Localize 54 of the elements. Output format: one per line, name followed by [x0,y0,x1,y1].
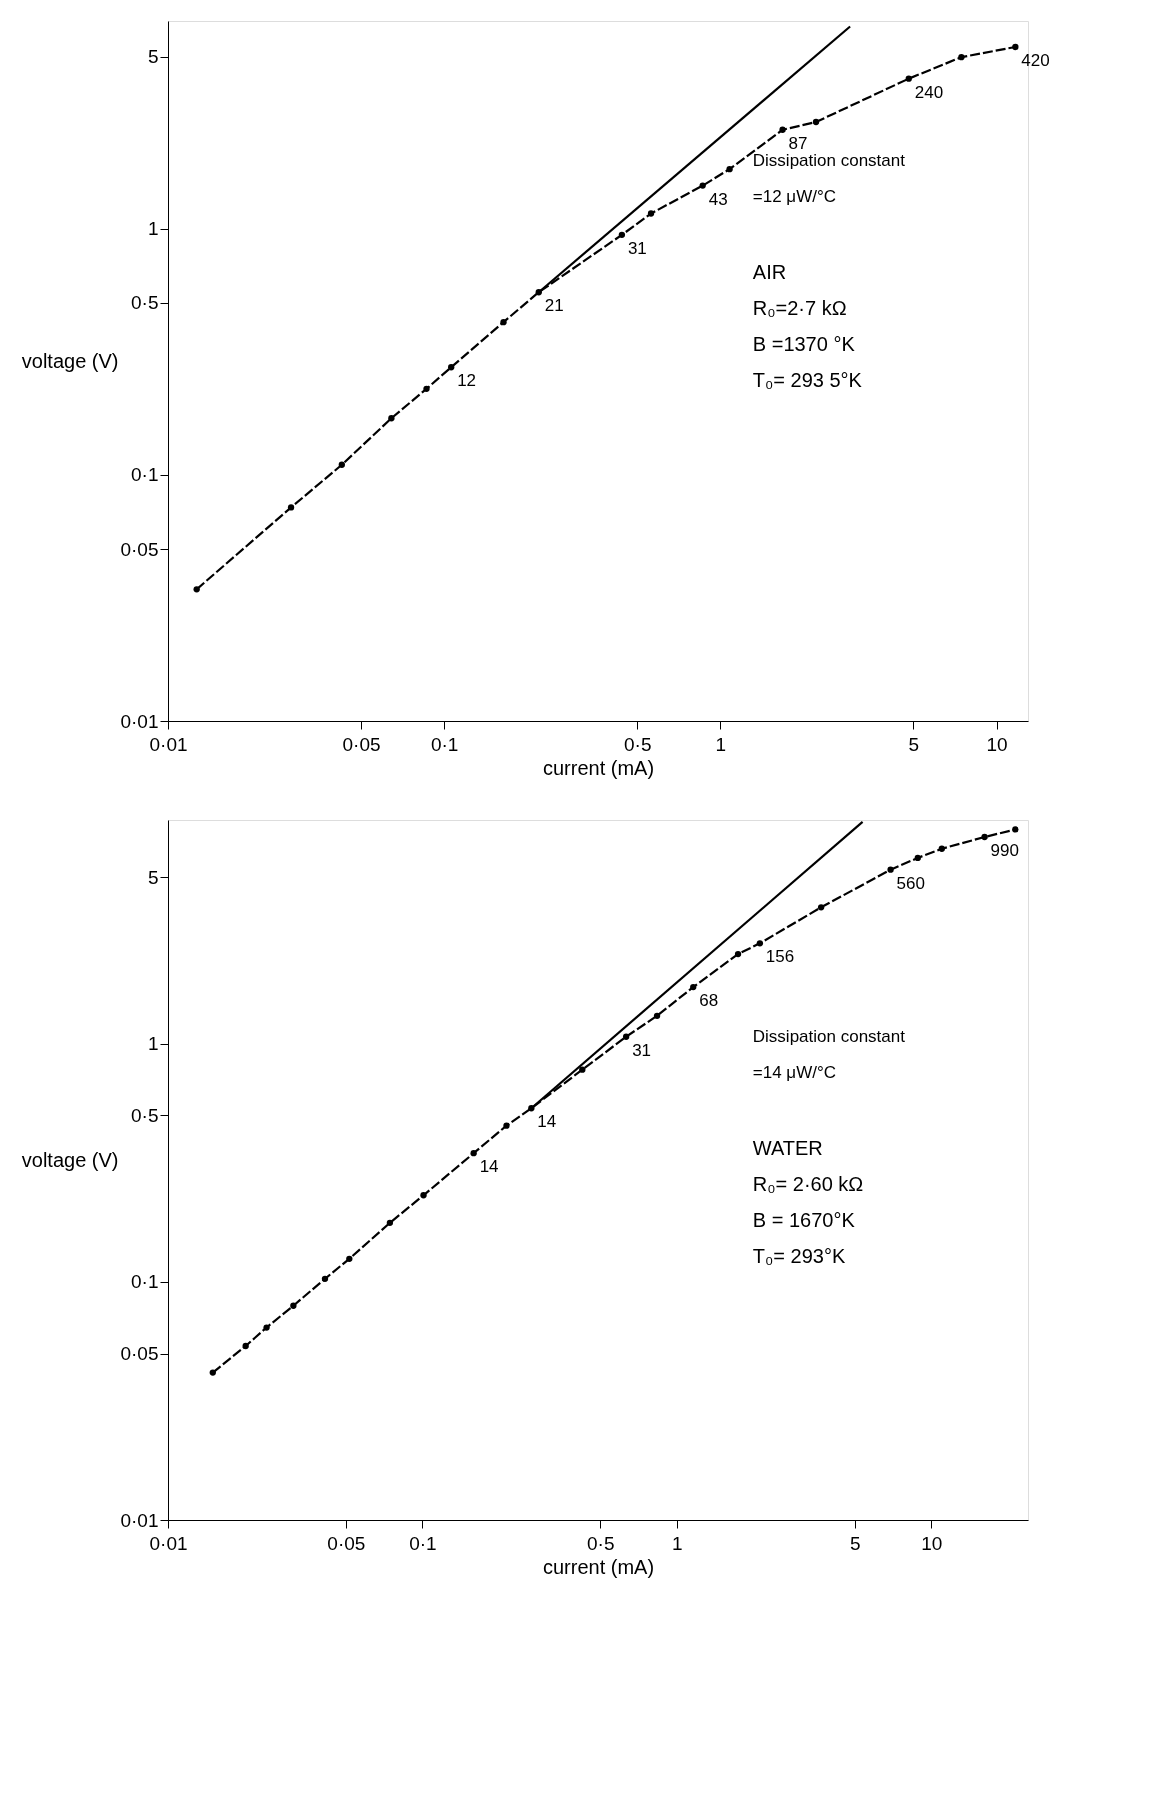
x-tick-label: 10 [921,1532,943,1554]
x-tick-label: 0·5 [587,1532,615,1554]
annotation: =12 μW/°C [752,187,836,206]
x-tick-label: 10 [986,733,1008,755]
x-tick-label: 1 [672,1532,683,1554]
annotation: R₀= 2·60 kΩ [752,1173,864,1195]
x-tick-label: 1 [715,733,727,755]
annotation: Dissipation constant [752,1027,906,1046]
annotation: 990 [990,841,1019,861]
x-tick-label: 5 [908,733,920,755]
y-tick-label: 0·1 [131,464,159,486]
y-tick-label: 0·01 [120,1509,159,1531]
annotation: 156 [765,947,795,967]
annotation: 14 [479,1157,499,1177]
x-axis-title: current (mA) [542,756,655,779]
y-tick-label: 0·5 [131,292,159,314]
x-tick-label: 0·05 [342,733,381,755]
x-tick-label: 0·05 [327,1532,366,1554]
y-tick-label: 0·01 [120,710,159,732]
annotation: 21 [544,296,564,316]
annotation: 87 [788,133,808,153]
annotation: Dissipation constant [752,151,906,170]
x-tick-label: 5 [849,1532,861,1554]
y-tick-label: 0·05 [120,1343,159,1365]
y-tick-label: 1 [147,218,159,240]
annotation: 12 [457,371,477,391]
y-tick-label: 0·1 [131,1271,159,1293]
annotation: R₀=2·7 kΩ [752,297,847,319]
annotation: T₀= 293 5°K [752,369,863,391]
y-axis-title: voltage (V) [21,1148,119,1171]
x-tick-label: 0·1 [430,733,459,755]
annotation: 420 [1021,50,1050,70]
annotation: 31 [632,1040,652,1060]
annotation: 240 [914,82,944,102]
annotation: =14 μW/°C [752,1063,836,1082]
y-tick-label: 5 [147,46,159,68]
annotation: 68 [699,991,719,1011]
y-axis-title: voltage (V) [21,349,119,372]
annotation: 31 [627,238,647,258]
y-tick-label: 0·05 [120,538,159,560]
x-axis-title: current (mA) [542,1555,655,1578]
annotation: WATER [752,1137,823,1159]
annotation: 43 [708,189,728,209]
x-tick-label: 0·1 [409,1532,437,1554]
annotation: 560 [896,873,925,893]
annotation: T₀= 293°K [752,1245,846,1267]
annotation: 14 [537,1112,557,1132]
y-tick-label: 1 [147,1033,159,1055]
x-tick-label: 0·5 [623,733,652,755]
annotation: AIR [752,261,787,283]
annotation: B =1370 °K [752,333,856,355]
y-tick-label: 0·5 [131,1104,159,1126]
annotation: B = 1670°K [752,1209,856,1231]
y-tick-label: 5 [147,866,159,888]
